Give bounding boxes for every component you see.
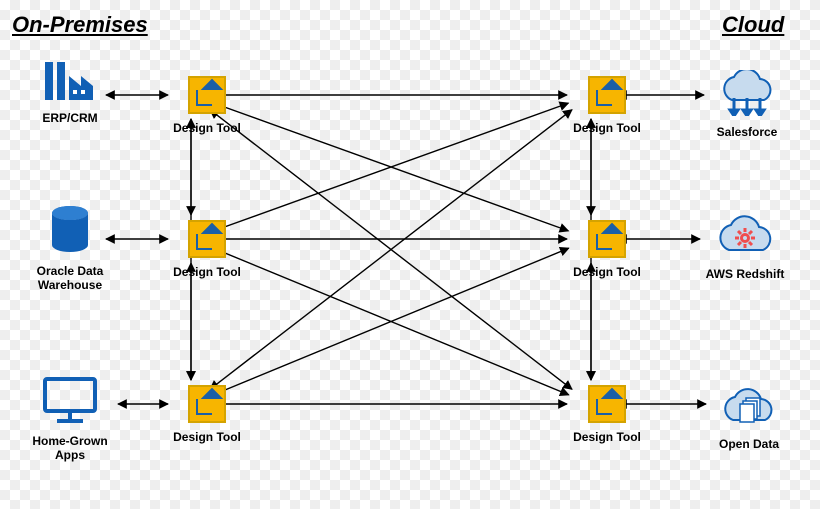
monitor-icon (41, 375, 99, 430)
factory-icon (43, 60, 97, 107)
design-tool-label: Design Tool (572, 121, 642, 135)
design-tool-icon (588, 220, 626, 258)
design-tool-label: Design Tool (172, 121, 242, 135)
design-tool-label: Design Tool (572, 430, 642, 444)
system-open: Open Data (710, 380, 788, 451)
cloud-arrows-icon (714, 70, 780, 121)
cloud-gear-icon (711, 210, 779, 263)
system-hga-label: Home-Grown Apps (20, 434, 120, 463)
design-tool-label: Design Tool (172, 265, 242, 279)
system-open-label: Open Data (710, 437, 788, 451)
header-cloud: Cloud (722, 12, 784, 38)
design-tool-icon (188, 220, 226, 258)
system-odw-label: Oracle Data Warehouse (34, 264, 106, 293)
design-tool-icon (588, 76, 626, 114)
design-tool-5: Design Tool (572, 385, 642, 444)
system-sf-label: Salesforce (708, 125, 786, 139)
design-tool-icon (188, 385, 226, 423)
design-tool-4: Design Tool (172, 385, 242, 444)
design-tool-icon (588, 385, 626, 423)
edges-layer (0, 0, 820, 509)
system-erp: ERP/CRM (34, 60, 106, 125)
system-hga: Home-Grown Apps (20, 375, 120, 463)
design-tool-label: Design Tool (172, 430, 242, 444)
design-tool-1: Design Tool (572, 76, 642, 135)
design-tool-3: Design Tool (572, 220, 642, 279)
header-on-premises: On-Premises (12, 12, 148, 38)
design-tool-icon (188, 76, 226, 114)
system-aws: AWS Redshift (704, 210, 786, 281)
system-odw: Oracle Data Warehouse (34, 205, 106, 293)
design-tool-2: Design Tool (172, 220, 242, 279)
database-icon (48, 205, 92, 260)
system-aws-label: AWS Redshift (704, 267, 786, 281)
system-erp-label: ERP/CRM (34, 111, 106, 125)
design-tool-label: Design Tool (572, 265, 642, 279)
design-tool-0: Design Tool (172, 76, 242, 135)
cloud-docs-icon (716, 380, 782, 433)
system-salesforce: Salesforce (708, 70, 786, 139)
